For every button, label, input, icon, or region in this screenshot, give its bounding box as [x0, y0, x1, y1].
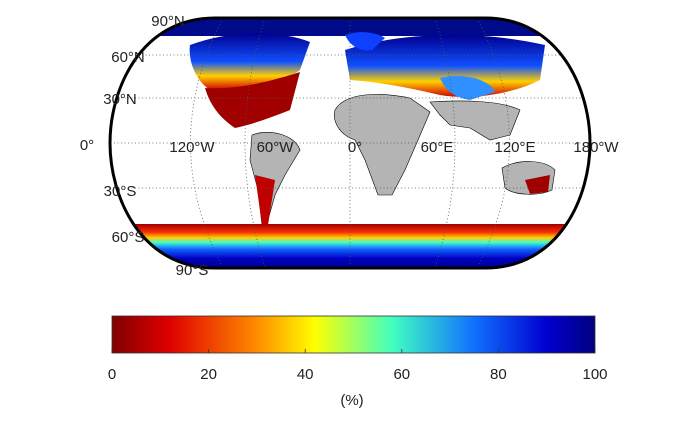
colorbar	[111, 315, 596, 354]
lat-label: 30°N	[103, 91, 137, 108]
north-america-low	[205, 72, 300, 128]
lon-label: 60°E	[421, 139, 454, 156]
greenland	[345, 32, 385, 51]
globe-outline	[108, 16, 592, 270]
lat-label: 60°N	[111, 49, 145, 66]
lat-label: 90°N	[151, 13, 185, 30]
meridian	[244, 18, 266, 268]
lat-label: 0°	[80, 137, 94, 154]
colorbar-tick-label: 100	[582, 366, 607, 383]
map	[108, 16, 592, 270]
lon-label: 0°	[348, 139, 362, 156]
lon-label: 60°W	[257, 139, 295, 156]
meridian	[476, 18, 510, 268]
meridian	[434, 18, 456, 268]
lat-label: 60°S	[112, 229, 145, 246]
patagonia	[255, 175, 275, 225]
lon-label: 180°W	[573, 139, 619, 156]
colorbar-tick-label: 40	[297, 366, 314, 383]
arctic-band	[110, 18, 590, 36]
lat-label: 90°S	[176, 262, 209, 279]
eurasia-high	[345, 34, 545, 97]
africa	[334, 94, 431, 196]
graticule	[110, 18, 590, 268]
colorbar-label: (%)	[340, 392, 363, 409]
lat-label: 30°S	[104, 183, 137, 200]
north-america-high	[189, 33, 310, 90]
lon-label: 120°E	[494, 139, 535, 156]
colorbar-tick-label: 80	[490, 366, 507, 383]
tibet	[440, 75, 495, 100]
colorbar-tick-label: 20	[200, 366, 217, 383]
south-asia	[429, 100, 521, 141]
lon-label: 120°W	[169, 139, 215, 156]
colorbar-tick-label: 0	[108, 366, 116, 383]
colorbar-tick-label: 60	[393, 366, 410, 383]
meridian	[190, 18, 224, 268]
australia-south	[525, 175, 550, 194]
